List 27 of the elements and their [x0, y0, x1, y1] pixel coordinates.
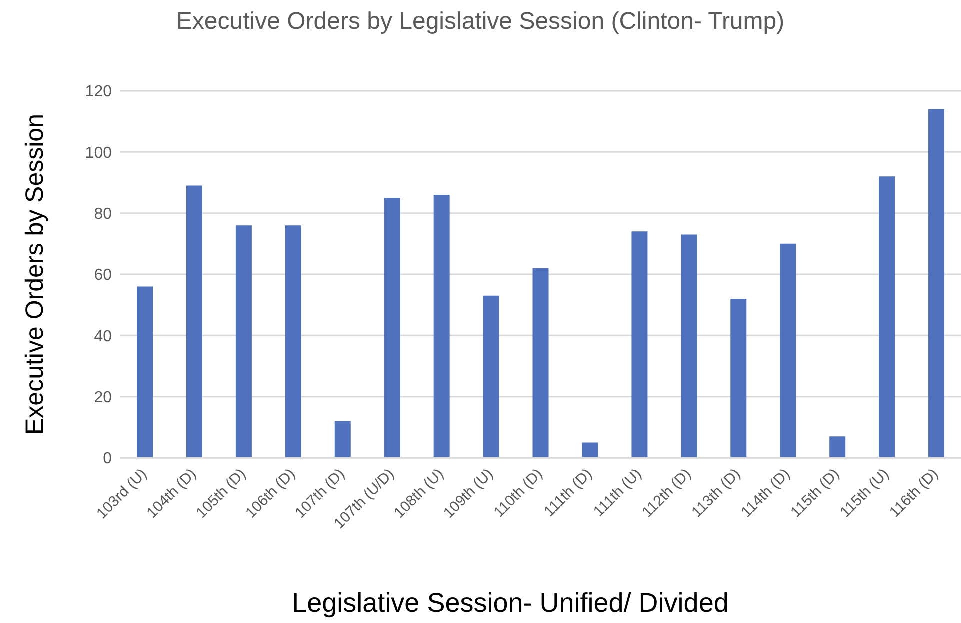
- bar: [582, 442, 598, 458]
- y-tick-label: 0: [103, 450, 112, 468]
- bar: [780, 244, 796, 458]
- y-tick-label: 120: [85, 84, 112, 101]
- y-tick-label: 100: [85, 144, 112, 162]
- y-tick-label: 80: [94, 206, 112, 224]
- chart-title: Executive Orders by Legislative Session (Clinton- Trump): [175, 8, 786, 36]
- y-tick-label: 20: [94, 390, 112, 407]
- bar: [137, 286, 153, 458]
- y-tick-label: 40: [94, 328, 112, 346]
- bar: [483, 296, 500, 458]
- bar: [434, 194, 450, 458]
- y-axis-title: Executive Orders by Session: [20, 114, 50, 435]
- bar: [532, 268, 549, 458]
- bar: [730, 298, 747, 458]
- bar: [830, 436, 846, 458]
- bar: [285, 226, 302, 458]
- bar: [236, 226, 252, 458]
- y-tick-label: 60: [94, 267, 112, 284]
- bar: [632, 232, 648, 458]
- x-axis-title: Legislative Session- Unified/ Divided: [291, 588, 730, 619]
- bar: [334, 421, 351, 458]
- bar: [186, 186, 202, 458]
- bar: [384, 198, 400, 458]
- bar: [681, 234, 698, 458]
- bar: [928, 109, 945, 458]
- bar: [879, 176, 896, 458]
